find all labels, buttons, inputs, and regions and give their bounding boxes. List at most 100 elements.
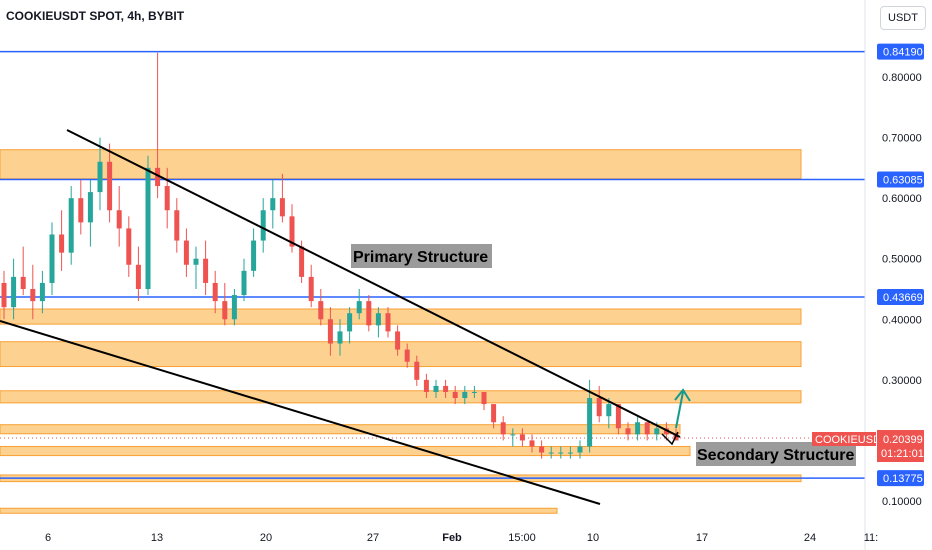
symbol-badge bbox=[812, 432, 876, 446]
levels-layer bbox=[0, 50, 865, 479]
candle bbox=[327, 307, 333, 356]
candle bbox=[39, 270, 45, 314]
candle bbox=[1, 270, 7, 320]
price-level-badge bbox=[877, 289, 924, 306]
candle bbox=[155, 52, 161, 199]
candle bbox=[414, 355, 420, 386]
candle bbox=[193, 246, 199, 289]
candle bbox=[433, 379, 439, 399]
price-level-badge bbox=[877, 470, 924, 487]
candle bbox=[606, 398, 612, 429]
countdown-label: 01:21:01 bbox=[881, 448, 924, 460]
time-tick-label: 15:00 bbox=[508, 532, 536, 544]
price-level-badge bbox=[877, 171, 924, 188]
candle bbox=[423, 373, 429, 399]
price-tick-label: 0.40000 bbox=[882, 314, 922, 326]
candle bbox=[135, 246, 141, 302]
candles-layer bbox=[1, 52, 679, 459]
price-level-label: 0.84190 bbox=[883, 47, 923, 59]
candle bbox=[308, 264, 314, 308]
candle bbox=[87, 179, 93, 247]
candle bbox=[78, 179, 84, 235]
candle bbox=[471, 385, 477, 399]
candle bbox=[375, 307, 381, 338]
price-tick-label: 0.70000 bbox=[882, 133, 922, 145]
candle bbox=[183, 228, 189, 277]
candle bbox=[30, 264, 36, 320]
candle bbox=[366, 295, 372, 332]
primary-structure-label: Primary Structure bbox=[353, 249, 488, 266]
candle bbox=[462, 385, 468, 405]
candle bbox=[548, 446, 554, 459]
currency-button[interactable]: USDT bbox=[880, 6, 926, 30]
candle bbox=[577, 440, 583, 459]
candle bbox=[510, 428, 516, 447]
zones-layer bbox=[0, 149, 802, 514]
candle bbox=[145, 155, 151, 296]
trendlines-layer bbox=[0, 129, 691, 505]
candle bbox=[615, 404, 621, 435]
candle bbox=[337, 319, 343, 356]
candle bbox=[174, 198, 180, 253]
price-tick-label: 0.60000 bbox=[882, 193, 922, 205]
candle bbox=[20, 246, 26, 296]
small-arrow bbox=[661, 431, 679, 446]
price-tick-label: 0.30000 bbox=[882, 375, 922, 387]
support-resistance-zone bbox=[0, 341, 802, 368]
time-tick-label: 11: bbox=[864, 532, 878, 544]
price-axis[interactable]: 0.80000 0.70000 0.60000 0.50000 0.40000 0.300… bbox=[882, 72, 922, 508]
candle bbox=[385, 307, 391, 338]
time-axis[interactable]: 6 13 20 27 Feb 15:00 10 17 24 11: bbox=[45, 532, 878, 544]
candle bbox=[356, 289, 362, 320]
time-tick-label: 17 bbox=[696, 532, 708, 544]
candle bbox=[116, 186, 122, 247]
candle bbox=[107, 143, 113, 223]
candle bbox=[529, 434, 535, 453]
candle bbox=[539, 440, 545, 459]
candle bbox=[481, 391, 487, 411]
candle bbox=[404, 343, 410, 368]
price-level-label: 0.63085 bbox=[883, 174, 923, 186]
support-resistance-zone bbox=[0, 424, 681, 435]
candle bbox=[126, 216, 132, 277]
lower-trendline bbox=[0, 320, 601, 505]
candle bbox=[222, 282, 228, 326]
candle bbox=[452, 385, 458, 405]
candle bbox=[567, 446, 573, 459]
candle bbox=[347, 307, 353, 344]
candle bbox=[49, 222, 55, 296]
candle bbox=[644, 422, 650, 441]
candle bbox=[519, 428, 525, 447]
candle bbox=[260, 198, 266, 253]
price-tick-label: 0.50000 bbox=[882, 254, 922, 266]
candle bbox=[241, 258, 247, 302]
candle bbox=[635, 416, 641, 441]
support-resistance-zone bbox=[0, 308, 802, 325]
candle bbox=[212, 270, 218, 314]
price-level-label: 0.13775 bbox=[883, 473, 923, 485]
candle bbox=[59, 210, 65, 271]
price-level-badge bbox=[877, 43, 924, 60]
symbol-badge-label: COOKIEUSDT bbox=[815, 434, 888, 446]
candle bbox=[596, 385, 602, 423]
candle bbox=[443, 379, 449, 399]
primary-structure-box bbox=[351, 244, 492, 268]
price-tick-label: 0.10000 bbox=[882, 496, 922, 508]
time-tick-label: 27 bbox=[367, 532, 379, 544]
candle bbox=[251, 228, 257, 277]
level-labels: 0.84190 0.63085 0.43669 0.13775 bbox=[877, 43, 924, 487]
candle bbox=[318, 289, 324, 326]
upper-trendline bbox=[66, 129, 681, 438]
candle bbox=[279, 173, 285, 223]
support-resistance-zone bbox=[0, 149, 802, 180]
candle bbox=[97, 137, 103, 211]
time-tick-label: 20 bbox=[260, 532, 272, 544]
candle bbox=[491, 404, 497, 429]
candle bbox=[203, 240, 209, 296]
candle bbox=[164, 167, 170, 229]
candle bbox=[625, 422, 631, 441]
candle bbox=[395, 325, 401, 356]
symbol-title: COOKIEUSDT SPOT, 4h, BYBIT bbox=[6, 9, 185, 23]
candle bbox=[500, 416, 506, 441]
